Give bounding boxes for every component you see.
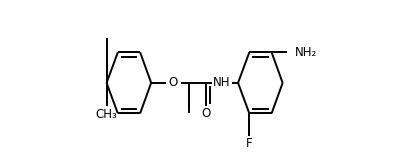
Text: CH₃: CH₃ <box>96 108 118 121</box>
Text: O: O <box>201 107 210 120</box>
Text: O: O <box>169 76 178 89</box>
Text: NH: NH <box>213 76 231 89</box>
Text: F: F <box>246 137 253 150</box>
Text: NH₂: NH₂ <box>295 46 317 59</box>
